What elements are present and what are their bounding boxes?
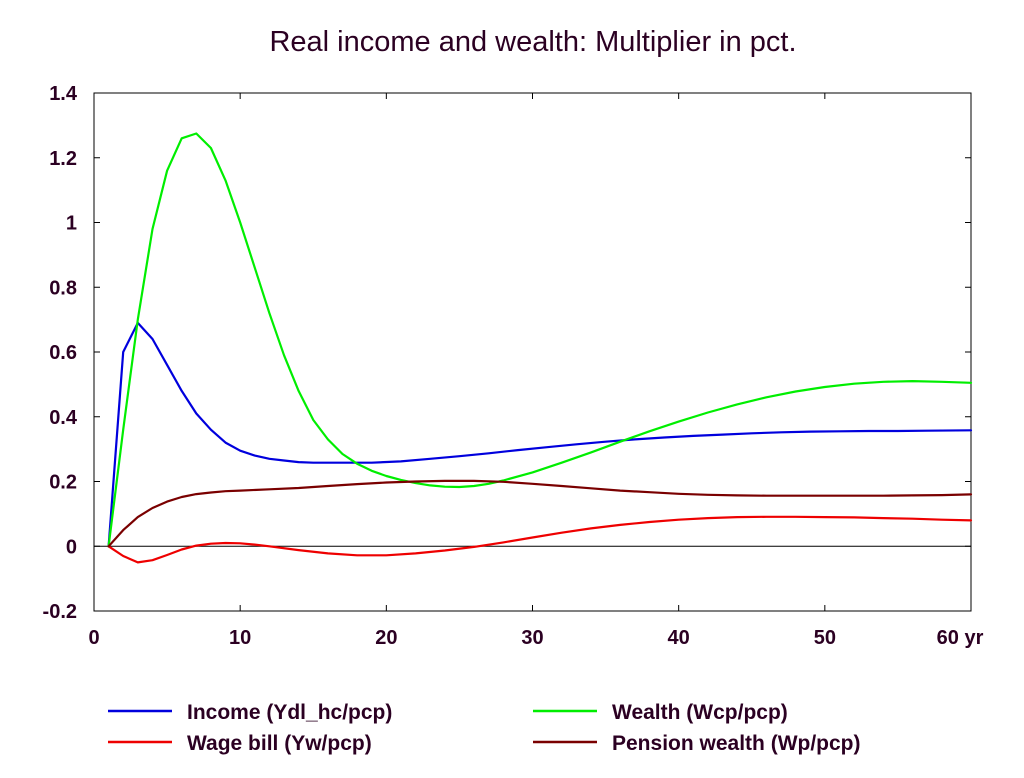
legend-label: Wealth (Wcp/pcp) bbox=[612, 701, 788, 724]
series-line-4 bbox=[107, 479, 973, 548]
series-line-2 bbox=[107, 132, 973, 548]
legend-item: Wealth (Wcp/pcp) bbox=[533, 701, 788, 724]
legend: Income (Ydl_hc/pcp) Wealth (Wcp/pcp) Wage … bbox=[108, 701, 861, 755]
legend-item: Pension wealth (Wp/pcp) bbox=[533, 732, 861, 755]
series-line-1 bbox=[107, 321, 973, 548]
y-axis: -0.2 0 0.2 0.4 0.6 0.8 1 1.2 1.4 bbox=[43, 83, 971, 623]
y-tick-label: 0.2 bbox=[49, 472, 77, 494]
x-tick-label: 50 bbox=[814, 627, 836, 649]
x-tick-label: 20 bbox=[375, 627, 397, 649]
x-tick-label: 40 bbox=[668, 627, 690, 649]
series-line-3 bbox=[107, 515, 973, 564]
x-tick-label: 30 bbox=[521, 627, 543, 649]
legend-label: Pension wealth (Wp/pcp) bbox=[612, 732, 861, 755]
x-tick-label: 10 bbox=[229, 627, 251, 649]
y-tick-label: 0 bbox=[66, 536, 77, 558]
y-tick-label: 1.4 bbox=[49, 83, 78, 105]
y-tick-label: 1 bbox=[66, 213, 77, 235]
legend-item: Wage bill (Yw/pcp) bbox=[108, 732, 372, 755]
x-tick-label: 0 bbox=[88, 627, 99, 649]
y-tick-label: 0.8 bbox=[49, 277, 77, 299]
chart-title: Real income and wealth: Multiplier in pc… bbox=[269, 26, 796, 58]
x-axis: 0 10 20 30 40 50 60 yr bbox=[88, 93, 984, 649]
x-tick-label: 60 yr bbox=[937, 627, 984, 649]
plot-frame bbox=[93, 92, 972, 612]
y-tick-label: -0.2 bbox=[43, 601, 77, 623]
y-tick-label: 1.2 bbox=[49, 148, 77, 170]
y-tick-label: 0.4 bbox=[49, 407, 78, 429]
series-group bbox=[107, 132, 973, 564]
legend-label: Income (Ydl_hc/pcp) bbox=[187, 701, 392, 724]
legend-label: Wage bill (Yw/pcp) bbox=[187, 732, 372, 755]
y-tick-label: 0.6 bbox=[49, 342, 77, 364]
legend-item: Income (Ydl_hc/pcp) bbox=[108, 701, 392, 724]
